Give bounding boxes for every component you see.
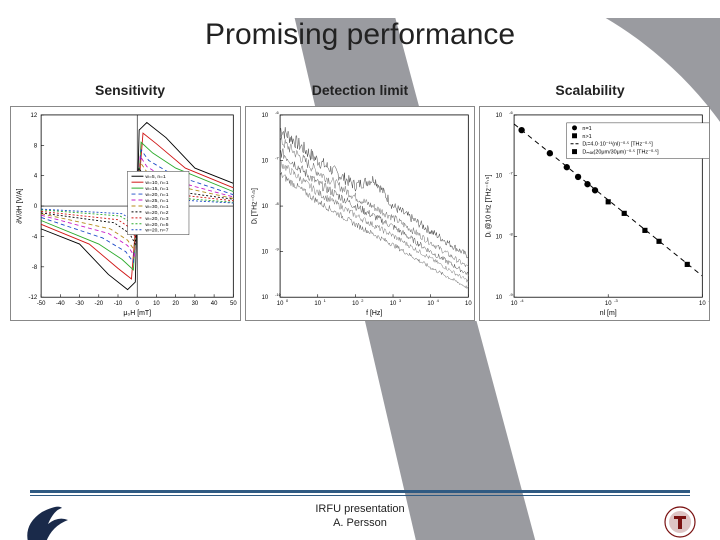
svg-text:20: 20 [172,301,179,307]
svg-text:-12: -12 [29,295,38,301]
chart-sensitivity: -50-40-30-20-1001020304050-12-8-404812μ₀… [10,106,241,321]
svg-text:10: 10 [511,301,518,307]
svg-text:w=10, n=1: w=10, n=1 [145,180,168,186]
svg-text:-50: -50 [37,301,46,307]
svg-text:w=5, n=1: w=5, n=1 [145,174,166,180]
svg-text:∂V/∂H [V/A]: ∂V/∂H [V/A] [16,188,23,223]
svg-text:-3: -3 [614,298,618,303]
svg-text:10: 10 [276,301,283,307]
svg-text:10: 10 [496,113,503,119]
svg-text:-6: -6 [275,110,279,115]
svg-text:w=20, n=2: w=20, n=2 [145,210,168,216]
col-label-detection: Detection limit [245,82,475,98]
svg-text:10: 10 [314,301,321,307]
svg-text:3: 3 [399,298,402,303]
svg-text:-4: -4 [520,298,524,303]
svg-text:8: 8 [34,143,38,149]
svg-text:4: 4 [34,174,38,180]
svg-text:μ₀H [mT]: μ₀H [mT] [123,310,151,317]
svg-text:0: 0 [136,301,140,307]
svg-text:12: 12 [31,113,38,119]
footer-rule [30,490,690,493]
svg-text:10: 10 [261,295,268,301]
svg-text:10: 10 [261,158,268,164]
svg-text:Dᵢ=4.0·10⁻¹¹(nl)⁻⁰⋅⁵ [THz⁻⁰⋅⁵: Dᵢ=4.0·10⁻¹¹(nl)⁻⁰⋅⁵ [THz⁻⁰⋅⁵] [583,142,654,148]
svg-text:-4: -4 [32,234,38,240]
svg-text:Dᵢ @10 Hz [THz⁻⁰⋅⁵]: Dᵢ @10 Hz [THz⁻⁰⋅⁵] [485,174,493,237]
svg-text:30: 30 [192,301,199,307]
svg-text:f [Hz]: f [Hz] [366,310,382,317]
svg-text:-10: -10 [114,301,123,307]
svg-text:0: 0 [34,204,38,210]
svg-text:w=30, n=1: w=30, n=1 [145,204,168,210]
svg-text:-8: -8 [32,265,38,271]
svg-text:10: 10 [389,301,396,307]
svg-text:n>1: n>1 [583,134,592,140]
svg-text:w=20, n=7: w=20, n=7 [145,228,168,234]
svg-text:-7: -7 [509,171,513,176]
svg-text:-8: -8 [509,231,513,236]
footer-meta: IRFU presentation A. Persson [0,502,720,530]
svg-text:2: 2 [361,298,363,303]
svg-text:10: 10 [427,301,434,307]
svg-text:-9: -9 [275,247,279,252]
svg-text:10: 10 [465,301,472,307]
svg-text:w=20, n=3: w=20, n=3 [145,216,168,222]
svg-text:nl [m]: nl [m] [600,310,617,317]
svg-text:10: 10 [496,234,503,240]
svg-text:10: 10 [261,113,268,119]
footer-line2: A. Persson [333,517,387,529]
svg-text:Dᵢ [THz⁻⁰⋅⁵]: Dᵢ [THz⁻⁰⋅⁵] [250,188,258,224]
svg-text:w=20, n=1: w=20, n=1 [145,192,168,198]
svg-text:-9: -9 [509,292,513,297]
svg-text:-10: -10 [275,292,282,297]
svg-text:n=1: n=1 [583,126,592,132]
col-label-scalability: Scalability [475,82,705,98]
svg-text:10: 10 [261,204,268,210]
svg-text:-20: -20 [94,301,103,307]
svg-text:10: 10 [605,301,612,307]
svg-text:10: 10 [352,301,359,307]
uppsala-logo [660,504,700,540]
chart-detection-limit: 10010110210310410510-1010-910-810-710-6f… [245,106,476,321]
footer-line1: IRFU presentation [315,503,404,515]
svg-text:4: 4 [436,298,439,303]
svg-text:-7: -7 [275,156,279,161]
svg-text:10: 10 [699,301,706,307]
svg-text:-8: -8 [275,201,279,206]
svg-text:Dₘₐₓ(20μm/30μm)⁻⁰⋅⁵ [THz⁻⁰⋅⁵]: Dₘₐₓ(20μm/30μm)⁻⁰⋅⁵ [THz⁻⁰⋅⁵] [583,150,660,156]
svg-text:1: 1 [323,298,325,303]
svg-text:40: 40 [211,301,218,307]
svg-text:-6: -6 [509,110,513,115]
svg-text:10: 10 [153,301,160,307]
svg-text:50: 50 [230,301,237,307]
chart-scalability: 10-410-310-210-910-810-710-6nl [m]Dᵢ @10… [479,106,710,321]
svg-text:w=15, n=1: w=15, n=1 [145,186,168,192]
svg-text:w=25, n=1: w=25, n=1 [145,198,168,204]
slide-title: Promising performance [0,18,720,52]
svg-text:-40: -40 [56,301,65,307]
svg-text:w=20, n=5: w=20, n=5 [145,222,168,228]
svg-text:10: 10 [496,174,503,180]
svg-text:10: 10 [496,295,503,301]
svg-text:-30: -30 [75,301,84,307]
col-label-sensitivity: Sensitivity [15,82,245,98]
svg-text:10: 10 [261,250,268,256]
svg-text:0: 0 [286,298,289,303]
